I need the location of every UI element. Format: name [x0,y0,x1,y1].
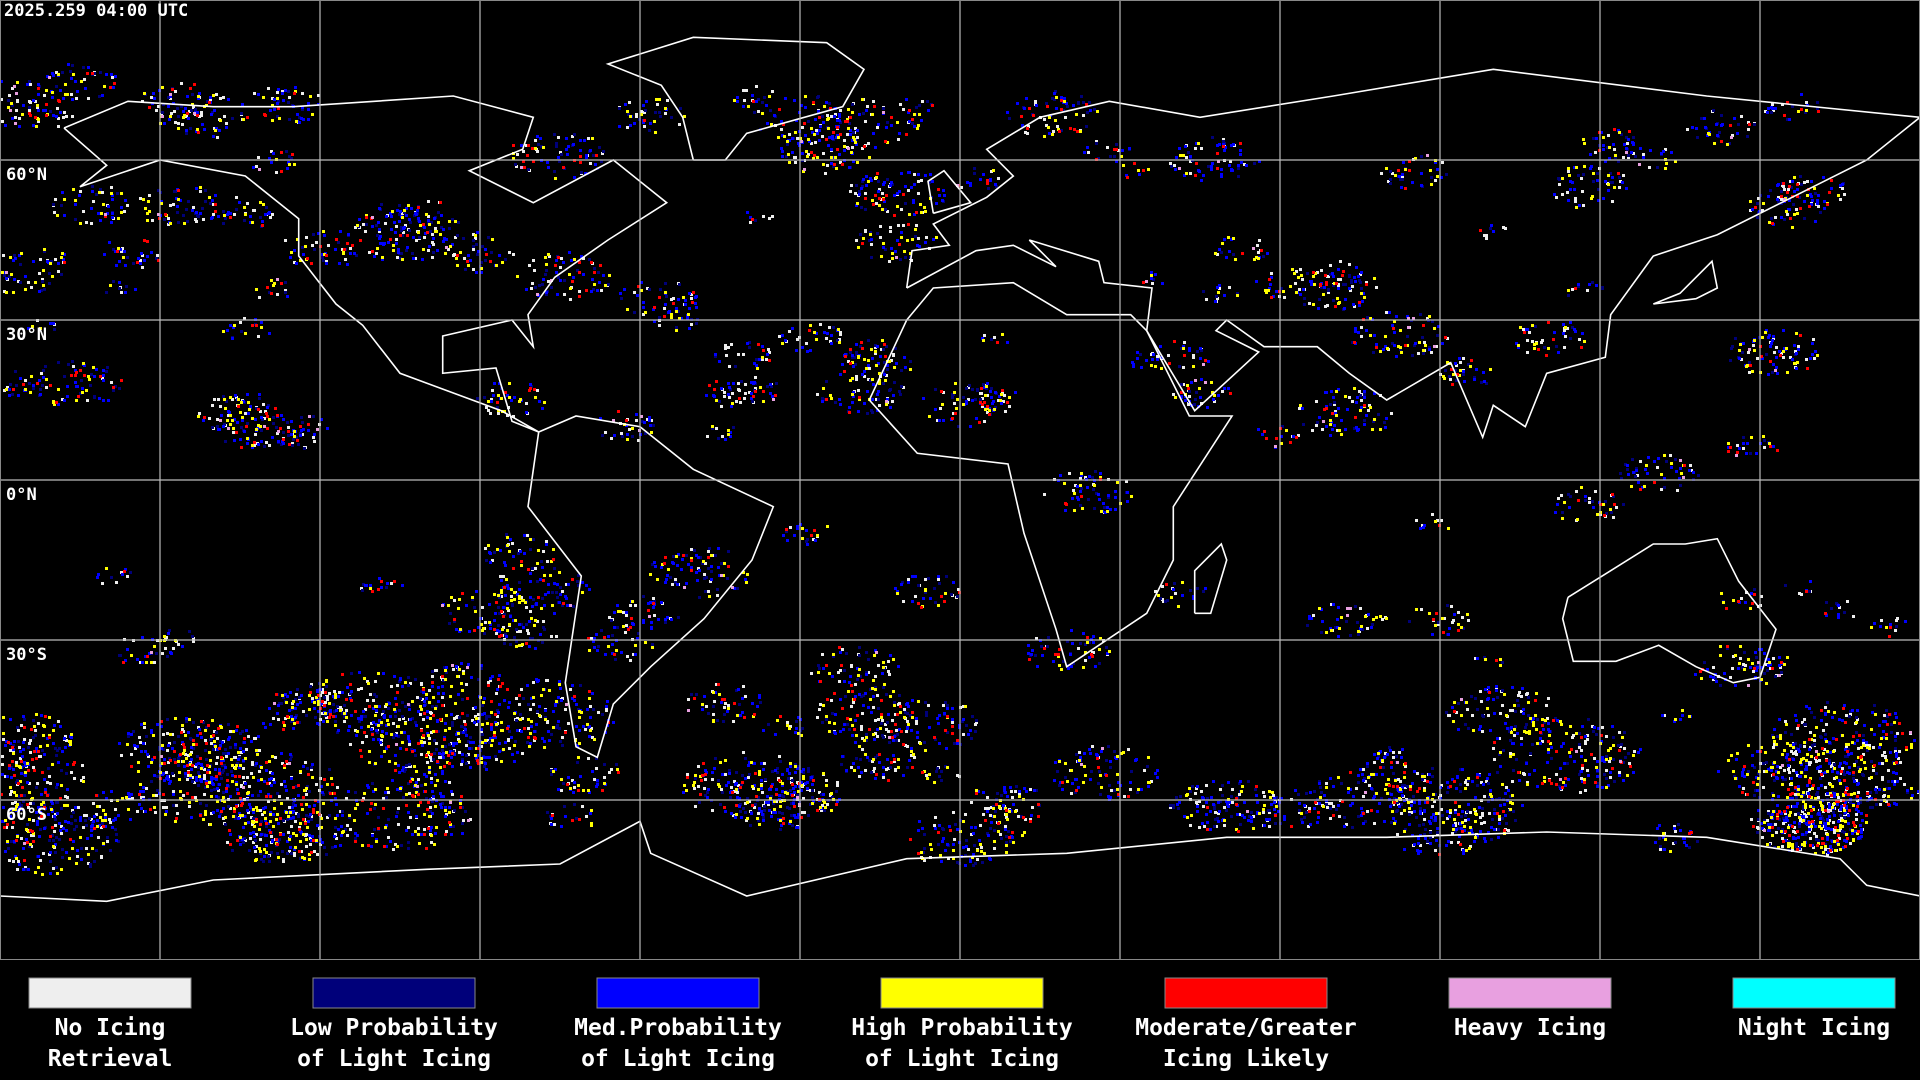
legend-label: Heavy Icing [1454,1015,1606,1041]
latitude-label: 30°S [6,645,47,665]
coastline [1193,542,1228,615]
timestamp: 2025.259 04:00 UTC [4,1,188,21]
coastline [605,36,866,161]
coastline [1653,259,1719,305]
coastline [927,169,973,215]
legend: No Icing Retrieval Low Probability of Light… [28,977,1896,1072]
coastline [0,820,1920,903]
latitude-label: 30°N [6,325,47,345]
graticule [0,0,1920,960]
legend-label: of Light Icing [581,1046,775,1072]
coastline [905,68,1920,440]
legend-label: Med.Probability [574,1015,782,1041]
coastline [527,415,775,759]
latitude-label: 60°N [6,165,47,185]
legend-label: Moderate/Greater [1135,1015,1357,1041]
legend-swatch [596,977,760,1009]
coastlines [0,36,1920,903]
legend-label: of Light Icing [297,1046,491,1072]
legend-swatch [1732,977,1896,1009]
legend-label: of Light Icing [865,1046,1059,1072]
legend-swatch [1164,977,1328,1009]
legend-swatch [28,977,192,1009]
legend-label: Night Icing [1738,1015,1890,1041]
legend-swatch [312,977,476,1009]
latitude-label: 60°S [6,805,47,825]
legend-label: High Probability [851,1015,1073,1041]
legend-label: Low Probability [290,1015,498,1041]
legend-label: Retrieval [48,1046,173,1072]
latitude-labels: 60°N 30°N 0°N 30°S 60°S [6,165,47,825]
legend-label: Icing Likely [1163,1046,1329,1072]
legend-swatch [880,977,1044,1009]
latitude-label: 0°N [6,485,37,505]
coastline [63,95,669,433]
coastline [868,281,1234,668]
legend-label: No Icing [55,1015,166,1041]
legend-swatch [1448,977,1612,1009]
